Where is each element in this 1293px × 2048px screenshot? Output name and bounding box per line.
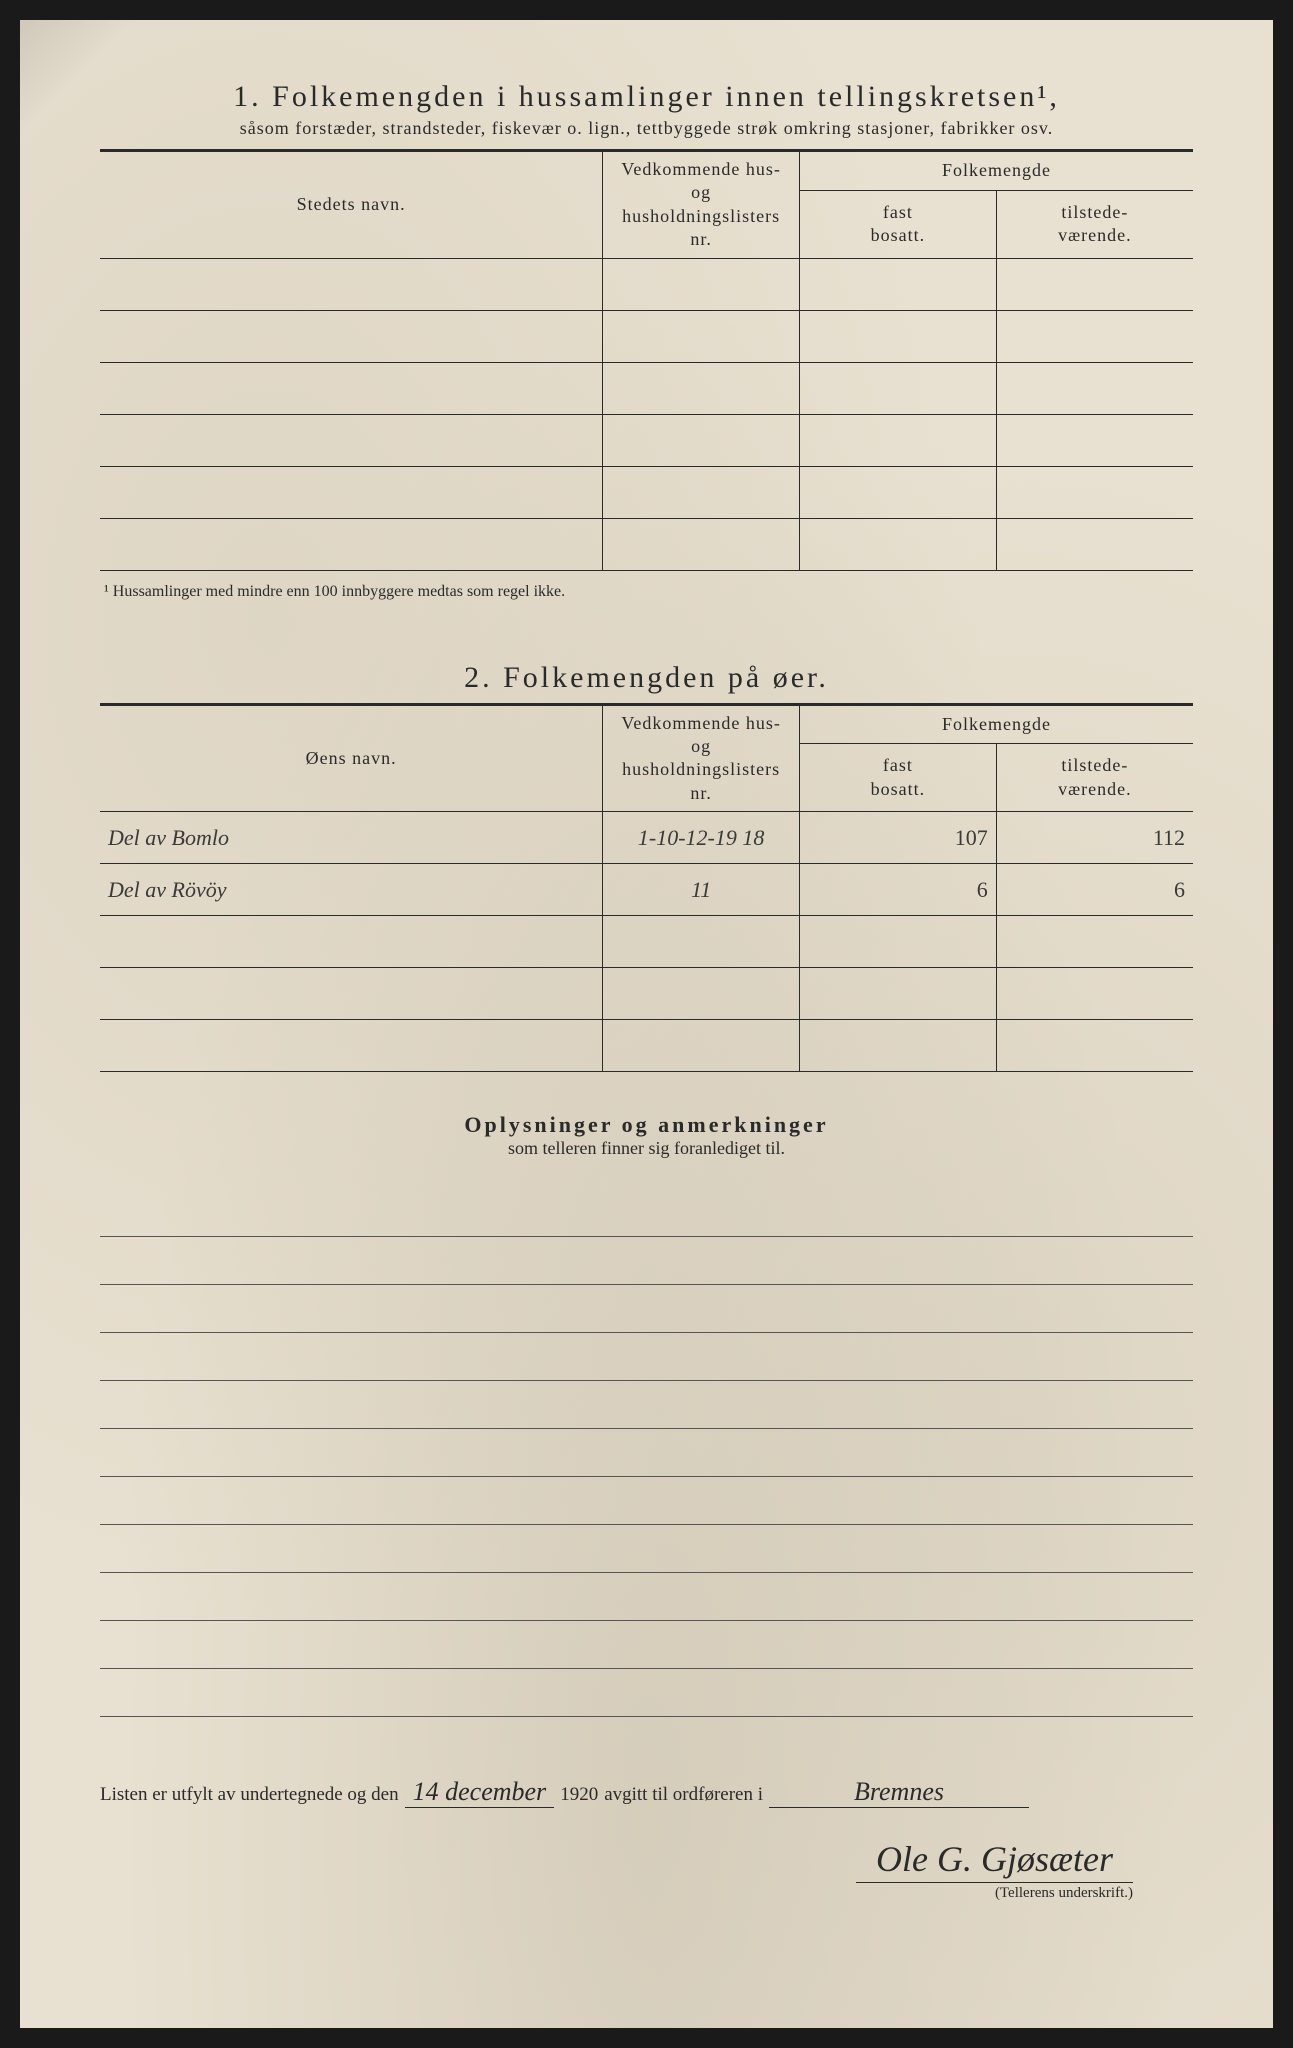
col-fast-2: bosatt. — [871, 225, 926, 245]
col-tilstede2-1: tilstede- — [1061, 755, 1128, 775]
cell-tilstede-0: 112 — [996, 812, 1193, 864]
section1-subtitle: såsom forstæder, strandsteder, fiskevær … — [100, 118, 1193, 139]
signature-area: Ole G. Gjøsæter (Tellerens underskrift.) — [100, 1838, 1193, 1902]
ruled-line — [100, 1333, 1193, 1381]
cell-nr-0: 1-10-12-19 18 — [603, 812, 800, 864]
section-3: Oplysninger og anmerkninger som telleren… — [100, 1112, 1193, 1717]
col-oens-navn: Øens navn. — [100, 705, 603, 812]
table-2: Øens navn. Vedkommende hus- og husholdni… — [100, 705, 1193, 1073]
col-tilstede2-2: værende. — [1058, 779, 1131, 799]
col-vedkommende: Vedkommende hus- og husholdningslisters … — [603, 152, 800, 259]
footer-year: 1920 — [560, 1784, 598, 1806]
col-folkemengde2: Folkemengde — [800, 705, 1194, 744]
col-fast2-2: bosatt. — [871, 779, 926, 799]
table-row — [100, 310, 1193, 362]
cell-nr-1: 11 — [603, 864, 800, 916]
col-fast2-1: fast — [883, 755, 913, 775]
section2-heading: 2. Folkemengden på øer. — [100, 661, 1193, 695]
col-fast-1: fast — [883, 202, 913, 222]
cell-fast-0: 107 — [800, 812, 997, 864]
footer-text2: avgitt til ordføreren i — [604, 1784, 763, 1806]
ruled-line — [100, 1573, 1193, 1621]
ruled-line — [100, 1429, 1193, 1477]
section-2: 2. Folkemengden på øer. Øens navn. Vedko… — [100, 661, 1193, 1073]
table-row — [100, 414, 1193, 466]
ruled-line — [100, 1285, 1193, 1333]
col-fast2: fast bosatt. — [800, 744, 997, 812]
section1-number: 1. — [233, 80, 262, 113]
ruled-line — [100, 1237, 1193, 1285]
footnote-1: ¹ Hussamlinger med mindre enn 100 innbyg… — [100, 583, 1193, 601]
table-row — [100, 518, 1193, 570]
table-row: Del av Bomlo 1-10-12-19 18 107 112 — [100, 812, 1193, 864]
section3-subtitle: som telleren finner sig foranlediget til… — [100, 1138, 1193, 1159]
col-stedets-navn: Stedets navn. — [100, 152, 603, 259]
col-vedkommende2: Vedkommende hus- og husholdningslisters … — [603, 705, 800, 812]
ruled-line — [100, 1621, 1193, 1669]
section1-heading: 1. Folkemengden i hussamlinger innen tel… — [100, 80, 1193, 114]
table-row — [100, 466, 1193, 518]
footer-text1: Listen er utfylt av undertegnede og den — [100, 1784, 399, 1806]
ruled-line — [100, 1381, 1193, 1429]
table-row — [100, 1020, 1193, 1072]
document-page: 1. Folkemengden i hussamlinger innen tel… — [20, 20, 1273, 2028]
footer-date: 14 december — [405, 1777, 555, 1808]
cell-name-0: Del av Bomlo — [100, 812, 603, 864]
col-tilstede-1: tilstede- — [1061, 202, 1128, 222]
col-tilstede: tilstede- værende. — [996, 190, 1193, 258]
signature-label: (Tellerens underskrift.) — [100, 1885, 1133, 1902]
ruled-line — [100, 1669, 1193, 1717]
col-folkemengde: Folkemengde — [800, 152, 1194, 191]
table-row — [100, 916, 1193, 968]
ruled-lines-area — [100, 1189, 1193, 1717]
section1-title: Folkemengden i hussamlinger innen tellin… — [272, 80, 1060, 113]
table-row — [100, 362, 1193, 414]
section2-number: 2. — [464, 661, 493, 694]
section3-title: Oplysninger og anmerkninger — [100, 1112, 1193, 1138]
cell-fast-1: 6 — [800, 864, 997, 916]
ruled-line — [100, 1189, 1193, 1237]
cell-name-1: Del av Rövöy — [100, 864, 603, 916]
table-1: Stedets navn. Vedkommende hus- og hushol… — [100, 151, 1193, 571]
col-tilstede2: tilstede- værende. — [996, 744, 1193, 812]
col-tilstede-2: værende. — [1058, 225, 1131, 245]
section-1: 1. Folkemengden i hussamlinger innen tel… — [100, 80, 1193, 601]
table-row — [100, 968, 1193, 1020]
cell-tilstede-1: 6 — [996, 864, 1193, 916]
table-row: Del av Rövöy 11 6 6 — [100, 864, 1193, 916]
ruled-line — [100, 1525, 1193, 1573]
footer-line: Listen er utfylt av undertegnede og den … — [100, 1777, 1193, 1808]
col-fast: fast bosatt. — [800, 190, 997, 258]
footer-place: Bremnes — [769, 1777, 1029, 1808]
ruled-line — [100, 1477, 1193, 1525]
section2-title: Folkemengden på øer. — [503, 661, 829, 694]
table-row — [100, 258, 1193, 310]
signature: Ole G. Gjøsæter — [856, 1838, 1133, 1883]
